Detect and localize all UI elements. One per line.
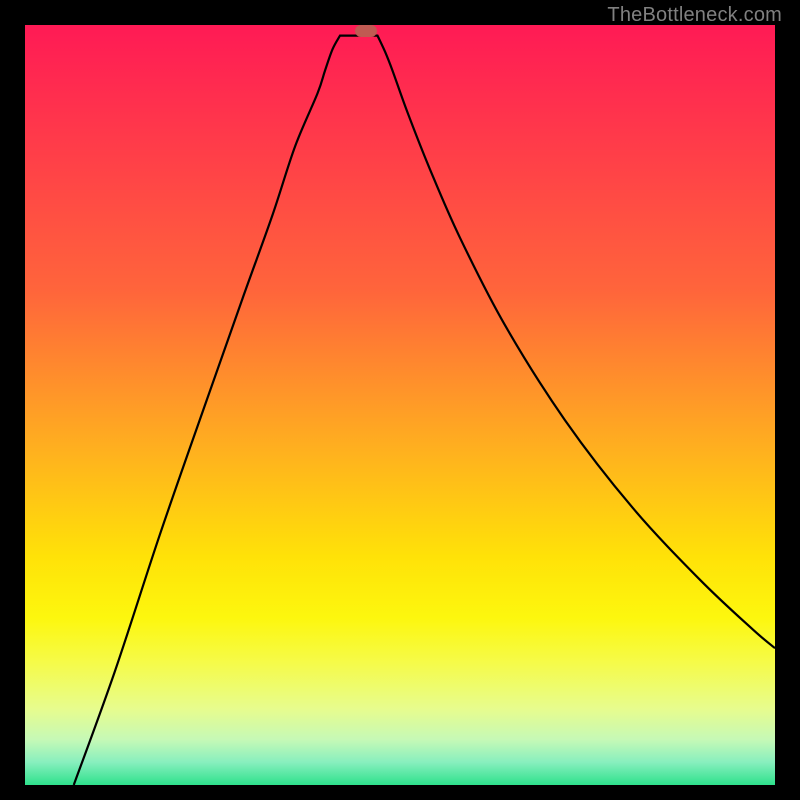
watermark-text: TheBottleneck.com — [607, 4, 782, 27]
optimum-marker — [355, 25, 377, 37]
bottleneck-curve — [25, 25, 775, 785]
chart-area — [25, 25, 775, 785]
